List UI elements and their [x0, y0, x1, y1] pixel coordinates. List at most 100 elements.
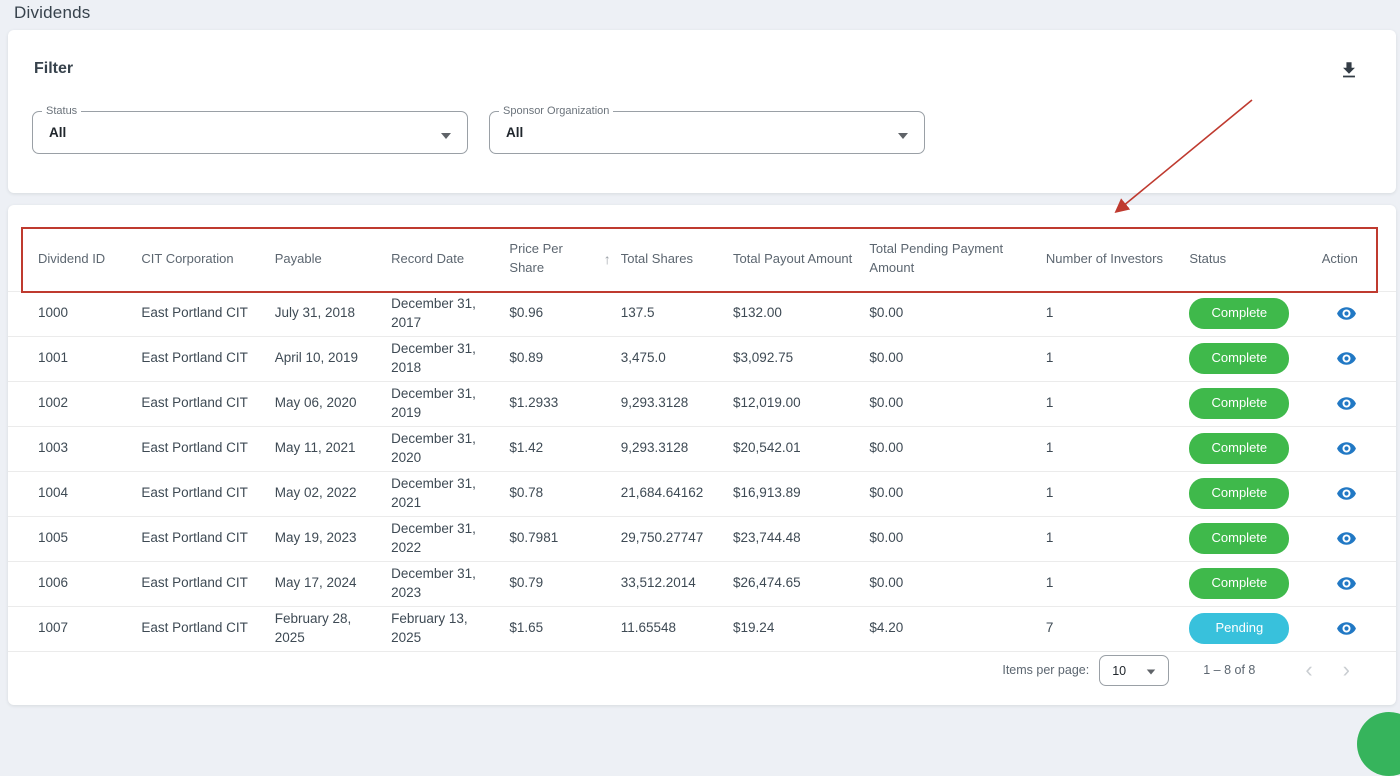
cell-status: Pending — [1187, 606, 1321, 651]
cell-total-pending-payment-amount: $0.00 — [869, 561, 1046, 606]
cell-price-per-share: $0.7981 — [509, 516, 620, 561]
table-row[interactable]: 1001 East Portland CIT April 10, 2019 De… — [8, 336, 1396, 381]
cell-total-shares: 11.65548 — [621, 606, 733, 651]
status-filter-label: Status — [42, 106, 81, 117]
cell-cit-corporation: East Portland CIT — [141, 381, 274, 426]
cell-dividend-id: 1006 — [8, 561, 141, 606]
cell-number-of-investors: 1 — [1046, 561, 1187, 606]
cell-status: Complete — [1187, 516, 1321, 561]
view-eye-icon[interactable] — [1322, 393, 1386, 414]
table-body: 1000 East Portland CIT July 31, 2018 Dec… — [8, 291, 1396, 651]
status-badge: Complete — [1189, 523, 1289, 553]
sort-ascending-icon: ↑ — [604, 249, 611, 269]
table-row[interactable]: 1005 East Portland CIT May 19, 2023 Dece… — [8, 516, 1396, 561]
cell-action — [1322, 471, 1396, 516]
download-button[interactable] — [1334, 56, 1364, 86]
table-row[interactable]: 1003 East Portland CIT May 11, 2021 Dece… — [8, 426, 1396, 471]
column-header-total-payout-amount[interactable]: Total Payout Amount — [733, 228, 869, 291]
column-header-record-date[interactable]: Record Date — [391, 228, 509, 291]
column-header-number-of-investors[interactable]: Number of Investors — [1046, 228, 1187, 291]
filter-heading: Filter — [34, 60, 73, 78]
view-eye-icon[interactable] — [1322, 483, 1386, 504]
cell-payable: May 19, 2023 — [275, 516, 391, 561]
column-header-dividend-id[interactable]: Dividend ID — [8, 228, 141, 291]
cell-total-payout-amount: $19.24 — [733, 606, 869, 651]
cell-payable: May 11, 2021 — [275, 426, 391, 471]
cell-total-shares: 137.5 — [621, 291, 733, 336]
previous-page-button[interactable]: ‹ — [1299, 659, 1318, 681]
status-filter-select[interactable]: Status All — [32, 106, 468, 154]
view-eye-icon[interactable] — [1322, 528, 1386, 549]
items-per-page-label: Items per page: — [1002, 663, 1089, 677]
view-eye-icon[interactable] — [1322, 438, 1386, 459]
column-header-cit-corporation[interactable]: CIT Corporation — [141, 228, 274, 291]
cell-total-shares: 33,512.2014 — [621, 561, 733, 606]
cell-total-payout-amount: $12,019.00 — [733, 381, 869, 426]
cell-action — [1322, 336, 1396, 381]
cell-total-payout-amount: $3,092.75 — [733, 336, 869, 381]
table-row[interactable]: 1000 East Portland CIT July 31, 2018 Dec… — [8, 291, 1396, 336]
status-badge: Complete — [1189, 388, 1289, 418]
cell-payable: May 02, 2022 — [275, 471, 391, 516]
status-badge: Complete — [1189, 433, 1289, 463]
cell-action — [1322, 516, 1396, 561]
column-header-action[interactable]: Action — [1322, 228, 1396, 291]
cell-dividend-id: 1000 — [8, 291, 141, 336]
cell-dividend-id: 1004 — [8, 471, 141, 516]
cell-number-of-investors: 1 — [1046, 336, 1187, 381]
cell-total-payout-amount: $26,474.65 — [733, 561, 869, 606]
sponsor-organization-label: Sponsor Organization — [499, 106, 613, 117]
cell-cit-corporation: East Portland CIT — [141, 516, 274, 561]
cell-cit-corporation: East Portland CIT — [141, 606, 274, 651]
cell-total-pending-payment-amount: $0.00 — [869, 291, 1046, 336]
dividends-table: Dividend ID CIT Corporation Payable Reco… — [8, 228, 1396, 652]
view-eye-icon[interactable] — [1322, 618, 1386, 639]
cell-total-pending-payment-amount: $0.00 — [869, 381, 1046, 426]
cell-total-pending-payment-amount: $0.00 — [869, 336, 1046, 381]
cell-number-of-investors: 1 — [1046, 516, 1187, 561]
cell-total-shares: 9,293.3128 — [621, 381, 733, 426]
chat-fab-button[interactable] — [1357, 712, 1400, 776]
download-icon — [1338, 59, 1360, 84]
cell-total-shares: 29,750.27747 — [621, 516, 733, 561]
cell-number-of-investors: 1 — [1046, 426, 1187, 471]
cell-dividend-id: 1003 — [8, 426, 141, 471]
paginator: Items per page: 10 1 – 8 of 8 ‹ › — [1002, 651, 1356, 689]
sponsor-organization-select[interactable]: Sponsor Organization All — [489, 106, 925, 154]
table-row[interactable]: 1004 East Portland CIT May 02, 2022 Dece… — [8, 471, 1396, 516]
cell-record-date: December 31, 2023 — [391, 561, 509, 606]
table-header-row: Dividend ID CIT Corporation Payable Reco… — [8, 228, 1396, 291]
table-row[interactable]: 1002 East Portland CIT May 06, 2020 Dece… — [8, 381, 1396, 426]
cell-status: Complete — [1187, 561, 1321, 606]
status-badge: Complete — [1189, 478, 1289, 508]
status-badge: Pending — [1189, 613, 1289, 643]
cell-dividend-id: 1002 — [8, 381, 141, 426]
sponsor-organization-value: All — [506, 125, 523, 140]
column-header-total-shares[interactable]: Total Shares — [621, 228, 733, 291]
cell-record-date: December 31, 2021 — [391, 471, 509, 516]
cell-action — [1322, 606, 1396, 651]
next-page-button[interactable]: › — [1337, 659, 1356, 681]
table-row[interactable]: 1006 East Portland CIT May 17, 2024 Dece… — [8, 561, 1396, 606]
cell-total-payout-amount: $20,542.01 — [733, 426, 869, 471]
cell-dividend-id: 1005 — [8, 516, 141, 561]
items-per-page-select[interactable]: 10 — [1099, 655, 1169, 686]
cell-payable: July 31, 2018 — [275, 291, 391, 336]
column-header-status[interactable]: Status — [1187, 228, 1321, 291]
column-header-price-per-share[interactable]: Price Per Share ↑ — [509, 228, 620, 291]
cell-dividend-id: 1007 — [8, 606, 141, 651]
view-eye-icon[interactable] — [1322, 348, 1386, 369]
cell-dividend-id: 1001 — [8, 336, 141, 381]
cell-price-per-share: $0.78 — [509, 471, 620, 516]
column-header-price-per-share-label: Price Per Share — [509, 240, 589, 278]
status-badge: Complete — [1189, 343, 1289, 373]
table-row[interactable]: 1007 East Portland CIT February 28, 2025… — [8, 606, 1396, 651]
cell-total-shares: 3,475.0 — [621, 336, 733, 381]
column-header-payable[interactable]: Payable — [275, 228, 391, 291]
view-eye-icon[interactable] — [1322, 573, 1386, 594]
cell-total-pending-payment-amount: $0.00 — [869, 426, 1046, 471]
cell-number-of-investors: 1 — [1046, 471, 1187, 516]
column-header-total-pending-payment-amount[interactable]: Total Pending Payment Amount — [869, 228, 1046, 291]
view-eye-icon[interactable] — [1322, 303, 1386, 324]
cell-action — [1322, 426, 1396, 471]
